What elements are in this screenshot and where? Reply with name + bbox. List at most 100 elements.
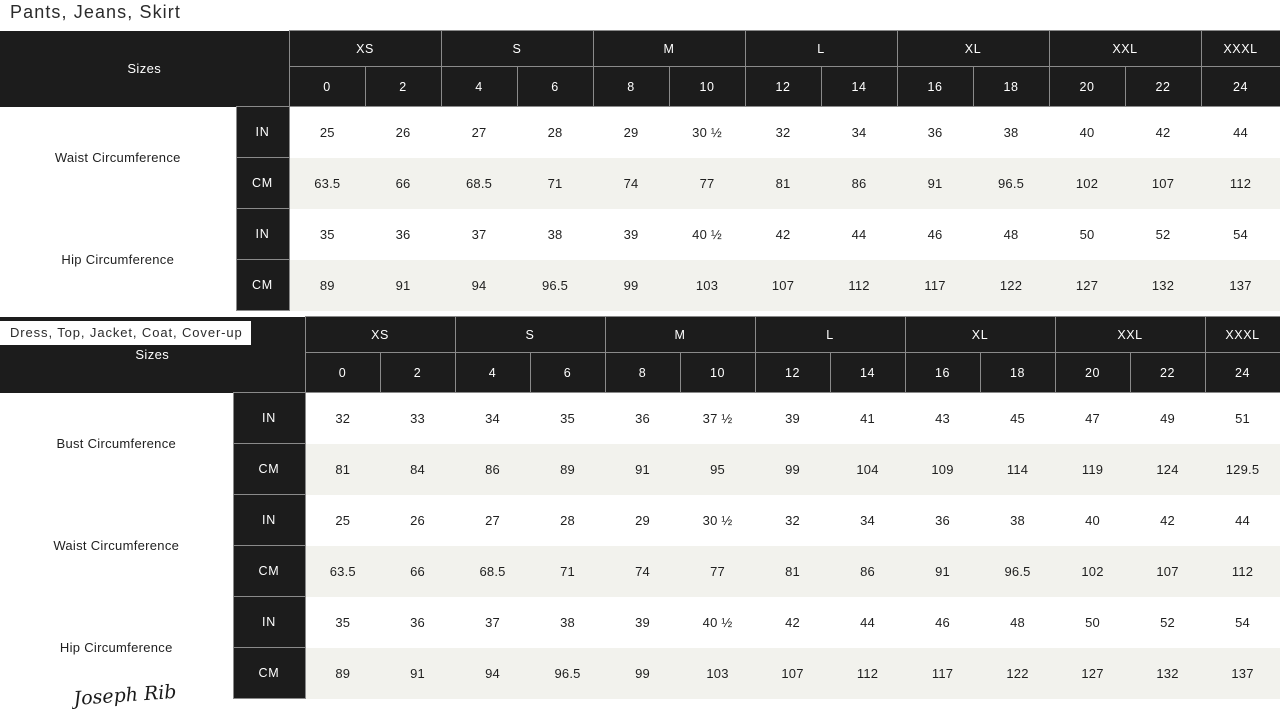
measurement-value: 68.5: [441, 157, 518, 209]
measurement-value: 127: [1049, 259, 1126, 311]
measurement-value: 25: [305, 494, 381, 546]
measurement-value: 119: [1055, 443, 1131, 495]
measurement-value: 137: [1205, 647, 1280, 699]
measurement-value: 86: [830, 545, 906, 597]
measurement-value: 94: [455, 647, 531, 699]
measurement-value: 28: [517, 106, 594, 158]
measurement-value: 89: [305, 647, 381, 699]
measurement-value: 32: [745, 106, 822, 158]
measurement-value: 112: [1201, 157, 1280, 209]
measurement-value: 34: [821, 106, 898, 158]
measurement-value: 39: [605, 596, 681, 648]
measurement-value: 42: [1130, 494, 1206, 546]
measurement-value: 127: [1055, 647, 1131, 699]
measurement-value: 30 ½: [669, 106, 746, 158]
measurement-value: 29: [605, 494, 681, 546]
numeric-size-header: 8: [604, 352, 681, 393]
numeric-size-header: 18: [972, 66, 1050, 107]
measurement-value: 36: [897, 106, 974, 158]
measurement-value: 48: [980, 596, 1056, 648]
measurement-value: 44: [1205, 494, 1280, 546]
numeric-size-header: 22: [1124, 66, 1202, 107]
numeric-size-header: 20: [1054, 352, 1131, 393]
numeric-size-header: 14: [829, 352, 906, 393]
numeric-size-header: 2: [379, 352, 456, 393]
measurement-value: 50: [1055, 596, 1131, 648]
size-group-header-xxl: XXL: [1048, 30, 1202, 67]
measurement-value: 45: [980, 392, 1056, 444]
measurement-value: 47: [1055, 392, 1131, 444]
measurement-value: 40 ½: [680, 596, 756, 648]
measurement-value: 36: [605, 392, 681, 444]
numeric-size-header: 24: [1204, 352, 1280, 393]
measurement-value: 117: [905, 647, 981, 699]
measurement-value: 91: [905, 545, 981, 597]
measurement-value: 25: [289, 106, 366, 158]
page-title-pants: Pants, Jeans, Skirt: [10, 2, 181, 23]
measurement-row: Bust Circumference IN 32 33 34 35 36 37 ½ 39 41 43…: [0, 392, 1280, 495]
measurement-value: 107: [1130, 545, 1206, 597]
measurement-value: 39: [593, 208, 670, 260]
measurement-row: Hip Circumference IN 35 36 37 38 39 40 ½ 42 44 46 4…: [0, 208, 1280, 311]
measurement-row: CM 81 84 86 89 91 95 99 104 109 114 119 124 129.5: [0, 443, 1280, 495]
unit-cell-in: IN: [232, 392, 306, 444]
measurement-value: 32: [755, 494, 831, 546]
measurement-value: 38: [517, 208, 594, 260]
measurement-value: 37 ½: [680, 392, 756, 444]
measurement-value: 96.5: [980, 545, 1056, 597]
measurement-value: 103: [680, 647, 756, 699]
unit-cell-in: IN: [235, 208, 290, 260]
measurement-value: 103: [669, 259, 746, 311]
measurement-value: 40: [1049, 106, 1126, 158]
measurement-value: 38: [980, 494, 1056, 546]
measurement-value: 122: [973, 259, 1050, 311]
measurement-value: 107: [745, 259, 822, 311]
size-table-dress: Sizes XS S M L XL XXL XXXL 0 2 4 6 8 10 12 14 16 18 20 22 2…: [0, 316, 1280, 699]
table-header-pants: Sizes XS S M L XL XXL XXXL 0 2 4 6 8 10 12 14 16 18 20 22 2…: [0, 30, 1280, 107]
header-row-size-groups: Sizes XS S M L XL XXL XXXL: [0, 30, 1280, 107]
measurement-label: Hip Circumference: [0, 208, 236, 311]
measurement-value: 71: [517, 157, 594, 209]
unit-cell-cm: CM: [235, 157, 290, 209]
measurement-value: 117: [897, 259, 974, 311]
measurement-value: 44: [821, 208, 898, 260]
measurement-value: 132: [1130, 647, 1206, 699]
measurement-value: 112: [821, 259, 898, 311]
measurement-value: 41: [830, 392, 906, 444]
measurement-value: 54: [1205, 596, 1280, 648]
numeric-size-header: 24: [1200, 66, 1280, 107]
measurement-value: 129.5: [1205, 443, 1280, 495]
size-group-header-xs: XS: [304, 316, 456, 353]
measurement-value: 35: [289, 208, 366, 260]
measurement-value: 77: [680, 545, 756, 597]
unit-cell-cm: CM: [232, 545, 306, 597]
size-group-header-m: M: [604, 316, 756, 353]
measurement-value: 44: [830, 596, 906, 648]
measurement-value: 36: [905, 494, 981, 546]
measurement-value: 37: [455, 596, 531, 648]
numeric-size-header: 10: [668, 66, 746, 107]
unit-cell-in: IN: [232, 494, 306, 546]
measurement-value: 42: [755, 596, 831, 648]
size-group-header-xl: XL: [904, 316, 1056, 353]
numeric-size-header: 10: [679, 352, 756, 393]
measurement-value: 96.5: [973, 157, 1050, 209]
numeric-size-header: 12: [754, 352, 831, 393]
measurement-value: 54: [1201, 208, 1280, 260]
measurement-value: 26: [380, 494, 456, 546]
measurement-row: CM 63.5 66 68.5 71 74 77 81 86 91 96.5 102 107 112: [0, 157, 1280, 209]
numeric-size-header: 4: [440, 66, 518, 107]
measurement-row: CM 89 91 94 96.5 99 103 107 112 117 122 127 132 137: [0, 647, 1280, 699]
header-row-numeric-sizes: 0 2 4 6 8 10 12 14 16 18 20 22 24: [0, 352, 1280, 393]
measurement-value: 37: [441, 208, 518, 260]
measurement-value: 39: [755, 392, 831, 444]
measurement-value: 52: [1130, 596, 1206, 648]
measurement-value: 48: [973, 208, 1050, 260]
measurement-value: 104: [830, 443, 906, 495]
measurement-value: 91: [605, 443, 681, 495]
measurement-value: 68.5: [455, 545, 531, 597]
measurement-value: 74: [593, 157, 670, 209]
measurement-value: 32: [305, 392, 381, 444]
measurement-value: 99: [605, 647, 681, 699]
measurement-value: 51: [1205, 392, 1280, 444]
